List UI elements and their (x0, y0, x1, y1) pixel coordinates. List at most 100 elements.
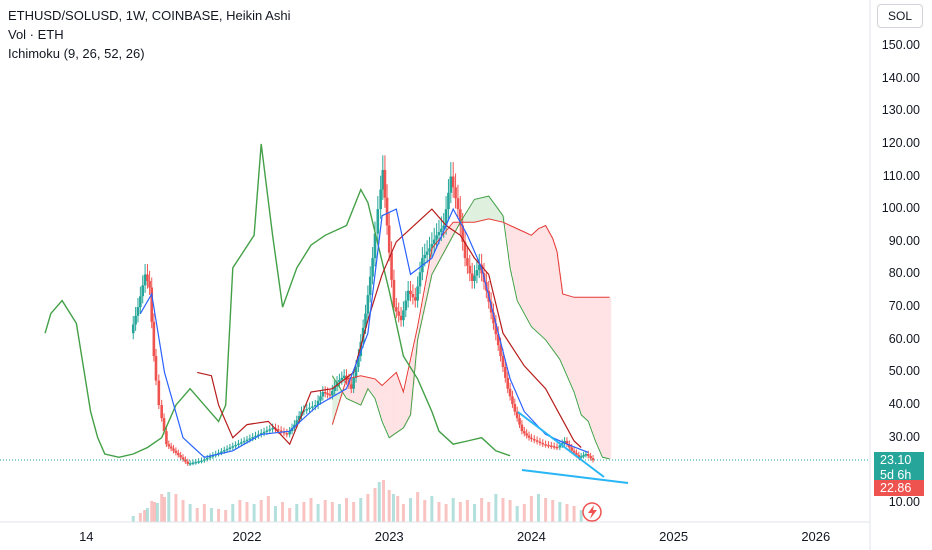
candle-body (368, 276, 372, 296)
cloud-slice (531, 235, 533, 327)
cloud-slice (483, 197, 485, 221)
cloud-slice (366, 376, 369, 392)
cloud-slice (532, 233, 535, 328)
cloud-slice (429, 264, 431, 288)
candle-body (141, 285, 145, 297)
cloud-slice (517, 228, 519, 301)
legend-ichimoku[interactable]: Ichimoku (9, 26, 52, 26) (8, 46, 145, 61)
cloud-slice (522, 231, 525, 312)
legend-volume[interactable]: Vol · ETH (8, 27, 64, 42)
countdown-label: 5d 6h (880, 468, 912, 482)
lightning-icon[interactable] (582, 502, 602, 522)
candle-body (390, 252, 393, 280)
time-axis: 14 2022 2023 2024 2025 2026 (79, 529, 830, 544)
cloud-slice (591, 297, 593, 430)
cloud-slice (535, 231, 538, 331)
candle-body (508, 388, 512, 397)
candle-body (437, 232, 441, 236)
volume-bar (231, 504, 235, 522)
cloud-slice (474, 199, 477, 223)
conversion-line (139, 207, 589, 458)
cloud-slice (529, 234, 532, 325)
symbol-button[interactable]: SOL (877, 4, 923, 28)
candle-body (248, 438, 252, 440)
cloud-slice (552, 238, 555, 350)
candle-body (449, 176, 453, 193)
volume-bar (188, 504, 192, 522)
candle-body (220, 451, 223, 453)
ichimoku-cloud (332, 196, 612, 459)
cloud-slice (332, 375, 334, 425)
volume-bar (565, 504, 569, 522)
volume-bar (345, 498, 349, 522)
cloud-slice (579, 297, 582, 411)
volume-bar (579, 510, 583, 522)
volume-bar (309, 498, 313, 522)
cloud-slice (488, 196, 491, 219)
cloud-slice (602, 297, 605, 458)
cloud-slice (584, 297, 586, 418)
candle-body (257, 434, 260, 436)
volume-bar (382, 480, 386, 522)
cloud-slice (471, 203, 474, 223)
cloud-slice (421, 303, 424, 321)
cloud-slice (410, 359, 413, 415)
cloud-slice (335, 380, 337, 416)
cloud-slice (603, 297, 606, 458)
candle-body (565, 440, 569, 445)
candle-body (444, 209, 448, 226)
candle-body (570, 447, 573, 451)
cloud-slice (374, 378, 377, 399)
candle-body (276, 429, 280, 431)
volume-bar (155, 503, 159, 522)
volume-bar (273, 506, 277, 522)
volume-bar (437, 502, 441, 522)
volume-bar (238, 500, 242, 522)
cloud-slice (494, 203, 497, 221)
candle-body (535, 440, 539, 442)
candle-body (157, 380, 161, 406)
volume-bar (202, 504, 206, 522)
candle-body (245, 439, 249, 442)
volume-bar (458, 502, 462, 522)
volume-bar (373, 488, 377, 522)
indicator-lines (44, 143, 610, 460)
cloud-slice (430, 256, 433, 281)
time-tick-label: 14 (79, 529, 93, 544)
candle-body (555, 446, 559, 449)
cloud-slice (419, 318, 421, 334)
cloud-slice (448, 227, 451, 244)
candle-body (262, 431, 266, 434)
cloud-slice (501, 213, 504, 222)
cloud-slice (505, 223, 508, 237)
cloud-slice (338, 384, 340, 407)
candle-body (550, 445, 553, 448)
candle-body (527, 435, 531, 438)
candle-body (228, 447, 232, 449)
cloud-slice (601, 297, 603, 455)
candle-body (456, 198, 460, 210)
candle-body (366, 295, 370, 314)
candle-body (387, 225, 391, 253)
candlesticks (131, 155, 595, 466)
cloud-slice (478, 198, 481, 222)
cloud-slice (431, 248, 434, 275)
volume-bar (330, 502, 334, 522)
cloud-slice (551, 235, 553, 348)
volume-bar (508, 500, 512, 522)
legend-title[interactable]: ETHUSD/SOLUSD, 1W, COINBASE, Heikin Ashi (8, 8, 291, 23)
candle-body (416, 286, 419, 301)
candle-body (328, 394, 332, 396)
cloud-slice (465, 213, 468, 223)
cloud-slice (437, 241, 440, 265)
candle-body (473, 275, 476, 281)
cloud-slice (498, 209, 501, 222)
time-tick-label: 2023 (375, 529, 404, 544)
candle-body (305, 408, 309, 411)
candle-body (399, 315, 403, 321)
volume-bar (352, 502, 356, 522)
candle-body (352, 377, 355, 389)
candle-body (379, 189, 382, 210)
cloud-slice (528, 233, 531, 322)
